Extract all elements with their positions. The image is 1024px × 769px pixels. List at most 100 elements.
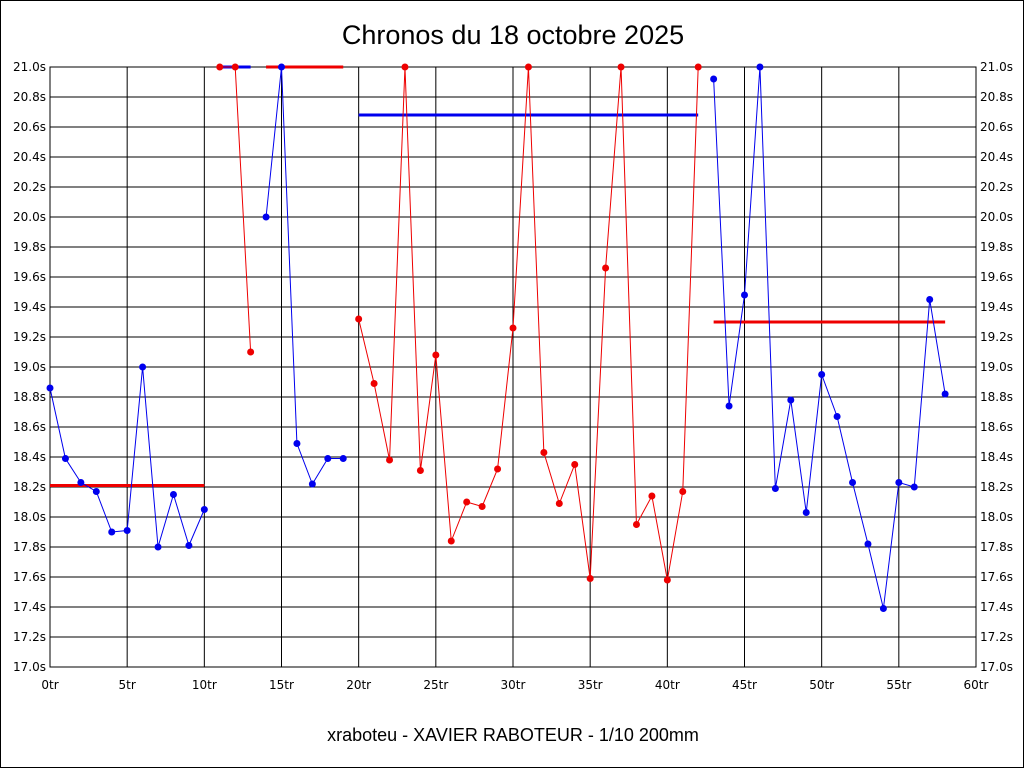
data-point-4-8 [833, 413, 841, 420]
data-point-4-14 [926, 296, 934, 303]
y-tick-label-right-7: 18.4s [980, 450, 1013, 464]
data-point-3-8 [478, 503, 486, 510]
y-tick-label-left-11: 19.2s [13, 330, 46, 344]
y-tick-label-right-1: 17.2s [980, 630, 1013, 644]
data-point-3-1 [370, 380, 378, 387]
data-point-3-14 [571, 461, 579, 468]
y-tick-label-right-4: 17.8s [980, 540, 1013, 554]
data-point-0-3 [92, 488, 100, 495]
y-tick-label-left-12: 19.4s [13, 300, 46, 314]
y-tick-label-left-14: 19.8s [13, 240, 46, 254]
y-tick-label-left-4: 17.8s [13, 540, 46, 554]
x-tick-label-1: 5tr [119, 678, 136, 692]
data-point-2-3 [308, 480, 316, 488]
y-tick-label-left-0: 17.0s [13, 660, 46, 674]
y-tick-label-right-6: 18.2s [980, 480, 1013, 494]
x-tick-label-4: 20tr [346, 678, 371, 692]
y-tick-label-right-0: 17.0s [980, 660, 1013, 674]
chart-subtitle: xraboteu - XAVIER RABOTEUR - 1/10 200mm [327, 725, 699, 745]
y-tick-label-right-11: 19.2s [980, 330, 1013, 344]
y-tick-label-left-3: 17.6s [13, 570, 46, 584]
data-point-3-11 [524, 63, 532, 71]
x-tick-label-3: 15tr [269, 678, 294, 692]
data-point-2-0 [262, 213, 270, 221]
series-line-3 [358, 66, 699, 581]
x-tick-label-10: 50tr [809, 678, 834, 692]
data-point-1-1 [231, 63, 239, 71]
data-point-3-15 [586, 575, 594, 582]
x-tick-label-2: 10tr [192, 678, 217, 692]
y-tick-label-left-7: 18.4s [13, 450, 46, 464]
y-tick-label-right-16: 20.2s [980, 180, 1013, 194]
y-tick-label-right-14: 19.8s [980, 240, 1013, 254]
y-tick-label-left-10: 19.0s [13, 360, 46, 374]
data-point-3-5 [432, 351, 440, 359]
y-tick-label-right-17: 20.4s [980, 150, 1013, 164]
y-tick-label-right-9: 18.8s [980, 390, 1013, 404]
y-tick-label-left-17: 20.4s [13, 150, 46, 164]
data-point-3-2 [386, 456, 394, 464]
data-point-4-3 [756, 63, 764, 71]
y-tick-label-right-2: 17.4s [980, 600, 1013, 614]
data-point-4-10 [864, 540, 872, 548]
data-point-3-16 [602, 264, 610, 272]
x-tick-label-11: 55tr [886, 678, 911, 692]
series-line-1 [219, 66, 252, 353]
y-tick-label-left-9: 18.8s [13, 390, 46, 404]
x-tick-label-0: 0tr [41, 678, 58, 692]
data-point-0-2 [77, 479, 85, 486]
y-tick-label-left-13: 19.6s [13, 270, 46, 284]
data-point-3-19 [648, 492, 656, 500]
data-point-3-17 [617, 63, 625, 71]
y-tick-label-left-6: 18.2s [13, 480, 46, 494]
data-point-0-0 [46, 384, 54, 392]
y-tick-label-right-19: 20.8s [980, 90, 1013, 104]
data-point-4-0 [710, 75, 718, 83]
data-point-0-8 [169, 491, 177, 498]
data-point-4-6 [802, 509, 810, 516]
data-point-0-1 [61, 455, 69, 462]
data-point-4-7 [818, 371, 826, 378]
data-point-3-13 [555, 500, 563, 507]
data-point-3-6 [447, 537, 455, 545]
x-tick-label-7: 35tr [578, 678, 603, 692]
y-tick-label-left-5: 18.0s [13, 510, 46, 524]
data-point-4-5 [787, 396, 795, 404]
data-point-3-7 [463, 498, 471, 506]
data-point-2-1 [278, 63, 285, 71]
data-point-3-22 [694, 63, 702, 71]
data-point-0-10 [200, 506, 208, 513]
plot-border [49, 66, 977, 668]
y-tick-label-right-8: 18.6s [980, 420, 1013, 434]
data-point-4-13 [910, 483, 918, 491]
data-point-3-4 [416, 467, 424, 474]
y-tick-label-left-2: 17.4s [13, 600, 46, 614]
data-point-2-2 [293, 440, 301, 447]
y-tick-label-left-15: 20.0s [13, 210, 46, 224]
data-point-3-18 [632, 521, 640, 528]
data-point-1-0 [216, 63, 224, 71]
data-point-4-2 [741, 291, 748, 299]
data-point-1-2 [247, 348, 255, 356]
data-point-4-11 [879, 605, 887, 612]
x-tick-label-12: 60tr [964, 678, 989, 692]
data-point-0-6 [139, 363, 147, 371]
data-point-3-21 [679, 488, 687, 495]
data-point-4-1 [725, 402, 733, 410]
data-point-4-4 [771, 485, 779, 492]
data-point-4-15 [941, 390, 949, 398]
y-tick-label-right-5: 18.0s [980, 510, 1013, 524]
y-tick-label-right-13: 19.6s [980, 270, 1013, 284]
x-tick-label-9: 45tr [732, 678, 757, 692]
data-point-0-4 [108, 528, 116, 536]
data-point-3-20 [663, 576, 671, 584]
series-line-4 [713, 66, 946, 609]
y-tick-label-right-18: 20.6s [980, 120, 1013, 134]
y-tick-label-right-20: 21.0s [980, 60, 1013, 74]
data-point-0-9 [185, 542, 193, 549]
x-tick-label-6: 30tr [501, 678, 526, 692]
y-tick-label-left-8: 18.6s [13, 420, 46, 434]
grid [49, 66, 977, 668]
y-tick-label-left-19: 20.8s [13, 90, 46, 104]
